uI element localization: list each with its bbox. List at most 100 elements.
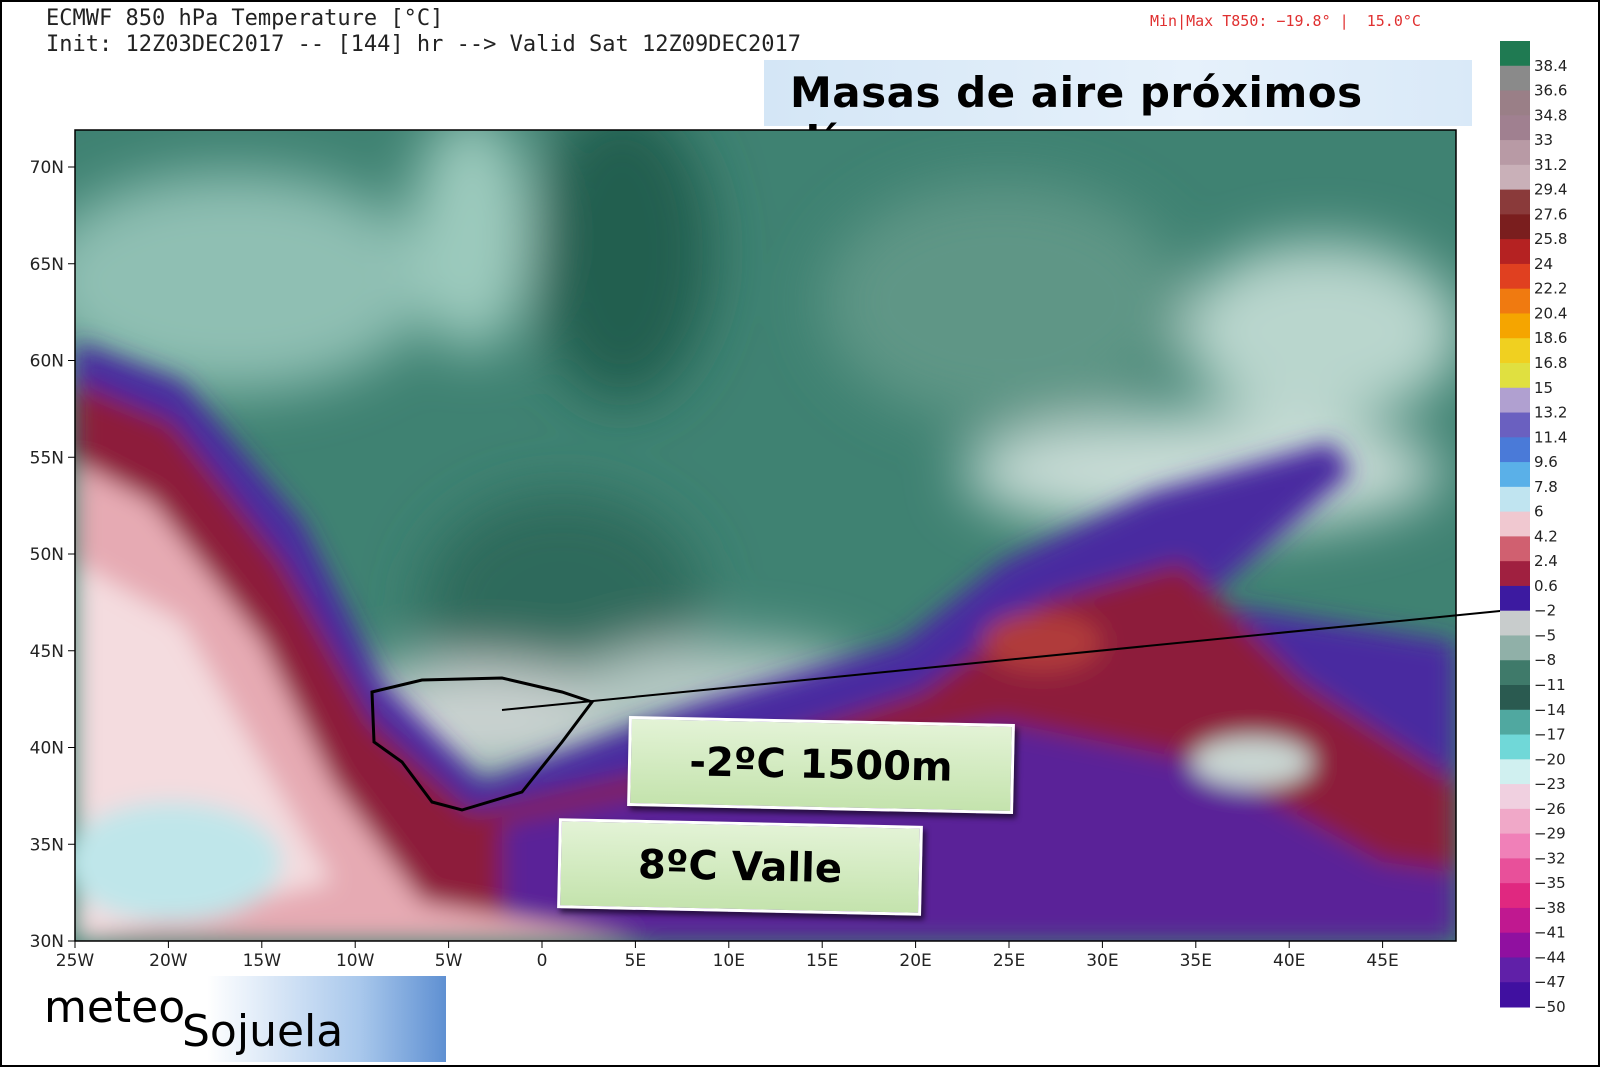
lat-label: 50N: [30, 545, 64, 565]
colorbar-label: 16.8: [1534, 354, 1567, 372]
colorbar-label: 2.4: [1534, 552, 1558, 570]
colorbar-swatch: [1500, 883, 1530, 909]
colorbar-label: −11: [1534, 676, 1566, 694]
annotation-level: -2ºC 1500m: [627, 715, 1015, 815]
colorbar-swatch: [1500, 115, 1530, 141]
colorbar-label: 0.6: [1534, 577, 1558, 595]
colorbar-label: −38: [1534, 899, 1566, 917]
colorbar-label: 4.2: [1534, 527, 1558, 545]
colorbar-swatch: [1500, 437, 1530, 463]
colorbar-swatch: [1500, 660, 1530, 686]
colorbar-swatch: [1500, 635, 1530, 661]
iberia-outline: [370, 676, 595, 812]
colorbar-swatch: [1500, 907, 1530, 934]
lon-label: 30E: [1086, 951, 1118, 971]
lon-label: 25E: [993, 951, 1025, 971]
colorbar-swatch: [1500, 263, 1530, 290]
map-frame: [74, 129, 1457, 942]
colorbar-label: 38.4: [1534, 57, 1567, 75]
colorbar-label: −47: [1534, 973, 1566, 991]
lat-label: 60N: [30, 352, 64, 372]
colorbar-swatch: [1500, 585, 1530, 612]
lon-label: 40E: [1273, 951, 1305, 971]
colorbar-swatch: [1500, 140, 1530, 166]
lat-label: 55N: [30, 448, 64, 468]
lon-label: 10W: [336, 951, 375, 971]
lon-label: 20E: [899, 951, 931, 971]
lon-label: 35E: [1180, 951, 1212, 971]
colorbar-swatch: [1500, 685, 1530, 711]
colorbar-swatch: [1500, 536, 1530, 562]
colorbar-swatch: [1500, 784, 1530, 810]
colorbar-label: −44: [1534, 948, 1566, 966]
min-max: Min|Max T850: −19.8° | 15.0°C: [1150, 12, 1421, 30]
colorbar-swatch: [1500, 90, 1530, 116]
colorbar-label: 33: [1534, 131, 1553, 149]
colorbar-label: 24: [1534, 255, 1553, 273]
colorbar-label: 27.6: [1534, 205, 1567, 223]
colorbar-swatch: [1500, 214, 1530, 240]
colorbar-label: 15: [1534, 379, 1553, 397]
colorbar-swatch: [1500, 709, 1530, 736]
colorbar-label: 25.8: [1534, 230, 1567, 248]
colorbar-swatch: [1500, 511, 1530, 537]
colorbar-label: 6: [1534, 503, 1544, 521]
annotation-valley-text: 8ºC Valle: [637, 841, 843, 893]
colorbar-swatch: [1500, 338, 1530, 364]
colorbar-label: −50: [1534, 998, 1566, 1016]
colorbar-swatch: [1500, 486, 1530, 513]
lat-label: 40N: [30, 739, 64, 759]
lon-label: 5E: [625, 951, 647, 971]
annotation-valley: 8ºC Valle: [557, 818, 923, 916]
colorbar-swatch: [1500, 982, 1530, 1008]
colorbar-swatch: [1500, 239, 1530, 265]
colorbar-label: −32: [1534, 849, 1566, 867]
colorbar-label: 29.4: [1534, 181, 1567, 199]
banner: Masas de aire próximos días: [764, 60, 1472, 166]
colorbar-label: 34.8: [1534, 106, 1567, 124]
colorbar-label: −2: [1534, 602, 1556, 620]
colorbar-swatch: [1500, 164, 1530, 191]
banner-text: Masas de aire próximos días: [790, 68, 1363, 166]
annotation-level-text: -2ºC 1500m: [688, 739, 954, 791]
lon-label: 0: [537, 951, 548, 971]
colorbar-swatch: [1500, 363, 1530, 389]
colorbar-label: 18.6: [1534, 329, 1567, 347]
colorbar-swatch: [1500, 41, 1530, 67]
colorbar-label: 9.6: [1534, 453, 1558, 471]
lon-label: 15W: [243, 951, 282, 971]
colorbar-swatch: [1500, 932, 1530, 958]
colorbar-swatch: [1500, 189, 1530, 215]
logo: meteo Sojuela: [12, 976, 446, 1062]
colorbar-swatch: [1500, 858, 1530, 884]
colorbar-label: 20.4: [1534, 304, 1567, 322]
colorbar-swatch: [1500, 957, 1530, 983]
colorbar-swatch: [1500, 412, 1530, 438]
colorbar-label: 7.8: [1534, 478, 1558, 496]
colorbar-label: −20: [1534, 750, 1566, 768]
colorbar-label: −8: [1534, 651, 1556, 669]
colorbar-label: −14: [1534, 701, 1566, 719]
colorbar-swatch: [1500, 387, 1530, 414]
colorbar-swatch: [1500, 462, 1530, 488]
lon-label: 10E: [713, 951, 745, 971]
colorbar-label: −23: [1534, 775, 1566, 793]
lat-label: 45N: [30, 642, 64, 662]
colorbar-swatch: [1500, 808, 1530, 835]
colorbar-label: −41: [1534, 924, 1566, 942]
title: ECMWF 850 hPa Temperature [°C]: [46, 6, 444, 31]
colorbar-label: −17: [1534, 726, 1566, 744]
colorbar-label: −26: [1534, 800, 1566, 818]
colorbar-label: 13.2: [1534, 404, 1567, 422]
subtitle: Init: 12Z03DEC2017 -- [144] hr --> Valid…: [46, 32, 801, 57]
lon-label: 20W: [149, 951, 188, 971]
lon-label: 5W: [435, 951, 463, 971]
colorbar-label: −5: [1534, 626, 1556, 644]
lon-label: 15E: [806, 951, 838, 971]
colorbar-swatch: [1500, 610, 1530, 636]
temperature-field: [75, 130, 1456, 941]
lat-label: 70N: [30, 158, 64, 178]
lon-label: 45E: [1366, 951, 1398, 971]
colorbar-swatch: [1500, 734, 1530, 760]
